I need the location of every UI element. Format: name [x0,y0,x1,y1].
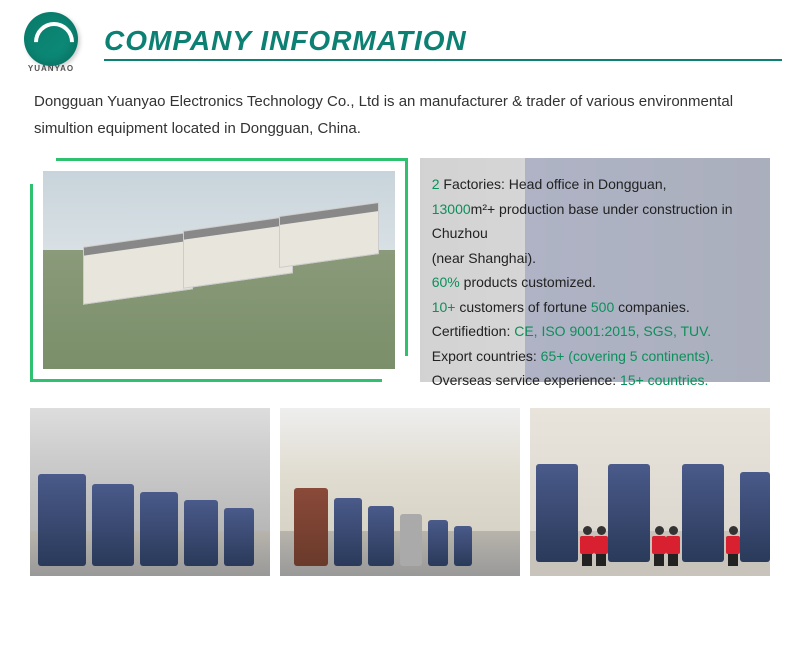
factory-render-image [43,171,395,369]
header: YUANYAO COMPANY INFORMATION [0,0,800,74]
fact-overseas: Overseas service experience: 15+ countri… [432,368,758,393]
mid-row: 2 Factories: Head office in Dongguan, 13… [0,158,800,382]
gallery-team-photo [530,408,770,576]
fact-factories: 2 Factories: Head office in Dongguan, [432,172,758,197]
gallery-row [0,382,800,576]
fact-production-base: 13000m²+ production base under construct… [432,197,758,246]
gallery-warehouse-1 [30,408,270,576]
title-underline [104,59,782,61]
factory-render-box [30,158,408,382]
fact-fortune500: 10+ customers of fortune 500 companies. [432,295,758,320]
fact-export: Export countries: 65+ (covering 5 contin… [432,344,758,369]
fact-customized: 60% products customized. [432,270,758,295]
fact-certification: Certifiedtion: CE, ISO 9001:2015, SGS, T… [432,319,758,344]
fact-location: (near Shanghai). [432,246,758,271]
gallery-warehouse-2 [280,408,520,576]
title-wrap: COMPANY INFORMATION [104,25,782,61]
intro-text: Dongguan Yuanyao Electronics Technology … [0,74,800,158]
page-title: COMPANY INFORMATION [104,25,782,57]
company-logo: YUANYAO [18,12,84,74]
logo-icon [24,12,78,66]
company-facts-box: 2 Factories: Head office in Dongguan, 13… [420,158,770,382]
